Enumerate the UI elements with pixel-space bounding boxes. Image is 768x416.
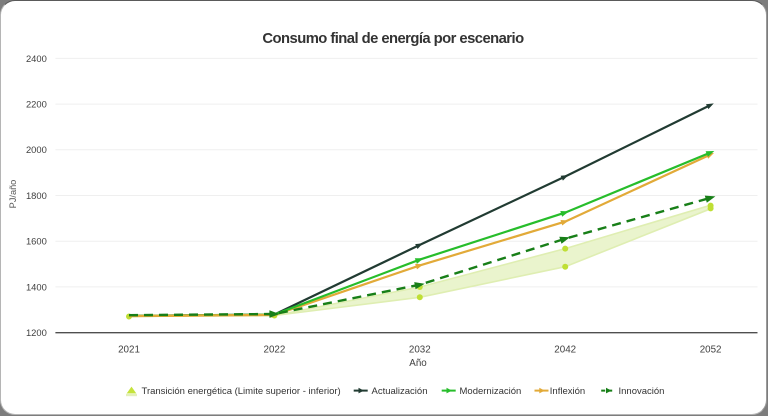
svg-text:Inflexión: Inflexión — [550, 386, 585, 397]
svg-text:Modernización: Modernización — [460, 386, 522, 397]
svg-text:PJ/año: PJ/año — [8, 180, 18, 209]
svg-text:Año: Año — [409, 358, 427, 369]
svg-text:1600: 1600 — [26, 236, 47, 247]
svg-text:2200: 2200 — [26, 99, 47, 110]
svg-text:2000: 2000 — [26, 144, 47, 155]
svg-text:Consumo final de energía por e: Consumo final de energía por escenario — [262, 31, 524, 47]
svg-text:Actualización: Actualización — [372, 386, 428, 397]
svg-text:1400: 1400 — [26, 281, 47, 292]
svg-text:1200: 1200 — [26, 327, 47, 338]
svg-text:2032: 2032 — [409, 345, 431, 356]
svg-text:1800: 1800 — [26, 190, 47, 201]
svg-text:2021: 2021 — [118, 345, 140, 356]
svg-text:2400: 2400 — [26, 53, 47, 64]
svg-text:2042: 2042 — [554, 345, 576, 356]
svg-text:Transición energética (Limite: Transición energética (Limite superior -… — [142, 386, 341, 397]
svg-text:2052: 2052 — [700, 345, 722, 356]
svg-text:Innovación: Innovación — [619, 386, 665, 397]
svg-text:2022: 2022 — [264, 345, 286, 356]
